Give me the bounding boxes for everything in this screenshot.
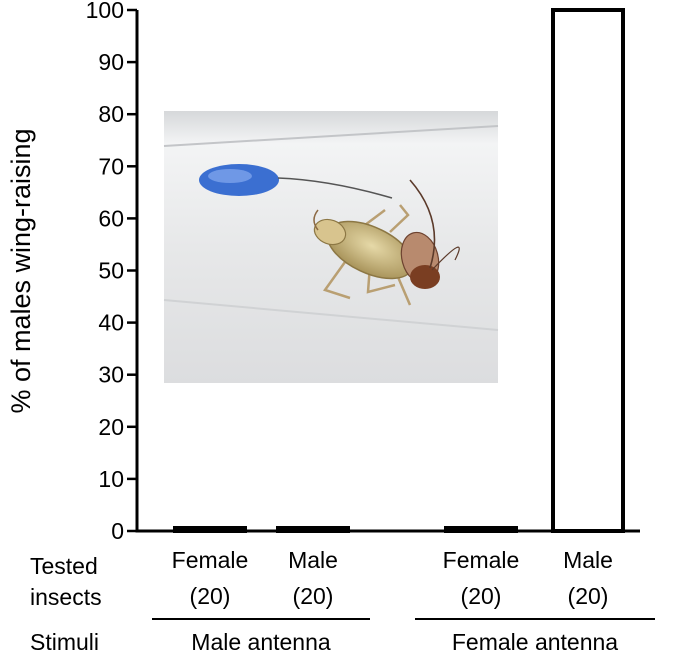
blue-marker-highlight <box>208 169 252 183</box>
y-tick-label: 90 <box>98 49 124 75</box>
y-tick-label: 20 <box>98 414 124 440</box>
insect-antenna <box>431 246 460 271</box>
sample-size-label: (20) <box>461 583 502 609</box>
y-tick-label: 0 <box>111 518 124 544</box>
stimulus-antenna <box>277 177 393 199</box>
inset-photo <box>163 111 499 383</box>
insect-leg <box>364 209 386 226</box>
insect-leg <box>389 204 410 233</box>
y-tick-label: 100 <box>86 0 124 23</box>
tested-insect-label: Female <box>443 547 520 573</box>
bar <box>173 526 247 533</box>
bar <box>444 526 518 533</box>
tested-insects-label-line1: Tested <box>30 553 98 579</box>
sample-size-label: (20) <box>293 583 334 609</box>
tested-insect-label: Female <box>172 547 249 573</box>
y-tick-label: 70 <box>98 153 124 179</box>
tested-insects-label-line2: insects <box>30 584 102 610</box>
bars <box>173 8 625 533</box>
insect-head <box>410 265 440 289</box>
sample-size-label: (20) <box>568 583 609 609</box>
y-tick-label: 10 <box>98 466 124 492</box>
insect-leg <box>322 261 351 300</box>
y-tick-label: 30 <box>98 362 124 388</box>
tube-edge <box>163 125 499 147</box>
category-labels: Female (20) Male (20) Male antenna Female (20)… <box>152 547 655 655</box>
insect-antenna <box>313 209 319 231</box>
stimulus-label: Male antenna <box>191 629 331 655</box>
y-tick-label: 80 <box>98 101 124 127</box>
stimuli-label: Stimuli <box>30 629 99 655</box>
bar <box>276 526 350 533</box>
tested-insect-label: Male <box>288 547 338 573</box>
tested-insect-label: Male <box>563 547 613 573</box>
sample-size-label: (20) <box>190 583 231 609</box>
y-tick-label: 60 <box>98 205 124 231</box>
y-tick-label: 50 <box>98 258 124 284</box>
insect-antenna <box>409 179 436 269</box>
stimulus-label: Female antenna <box>452 629 618 655</box>
bar <box>551 8 625 533</box>
y-tick-label: 40 <box>98 310 124 336</box>
tube-edge <box>163 299 499 331</box>
y-axis-label: % of males wing-raising <box>6 128 36 413</box>
